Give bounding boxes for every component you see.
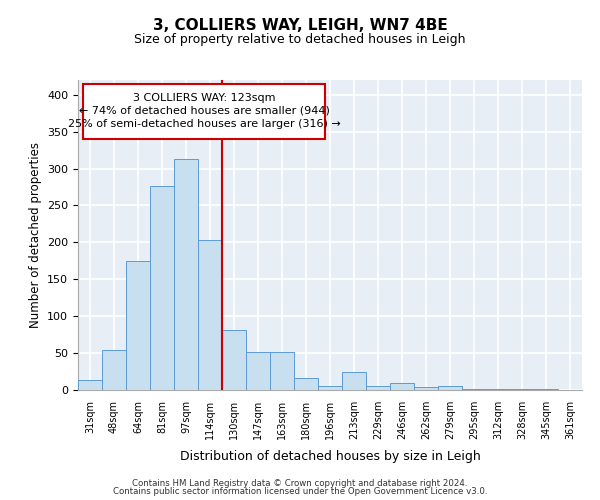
- Bar: [270, 352, 294, 390]
- Text: ← 74% of detached houses are smaller (944): ← 74% of detached houses are smaller (94…: [79, 106, 329, 116]
- Bar: [174, 159, 198, 390]
- Bar: [390, 384, 414, 390]
- FancyBboxPatch shape: [83, 84, 325, 139]
- Bar: [246, 352, 270, 390]
- Bar: [222, 330, 246, 390]
- Text: 25% of semi-detached houses are larger (316) →: 25% of semi-detached houses are larger (…: [68, 119, 340, 129]
- Y-axis label: Number of detached properties: Number of detached properties: [29, 142, 41, 328]
- Bar: [78, 380, 102, 390]
- Bar: [150, 186, 174, 390]
- Bar: [462, 388, 486, 390]
- Bar: [414, 387, 438, 390]
- Text: Contains HM Land Registry data © Crown copyright and database right 2024.: Contains HM Land Registry data © Crown c…: [132, 478, 468, 488]
- Bar: [438, 386, 462, 390]
- Bar: [342, 372, 366, 390]
- Text: 3, COLLIERS WAY, LEIGH, WN7 4BE: 3, COLLIERS WAY, LEIGH, WN7 4BE: [152, 18, 448, 32]
- Bar: [102, 350, 126, 390]
- Text: Size of property relative to detached houses in Leigh: Size of property relative to detached ho…: [134, 32, 466, 46]
- Bar: [126, 261, 150, 390]
- Bar: [294, 378, 318, 390]
- Bar: [198, 240, 222, 390]
- Text: 3 COLLIERS WAY: 123sqm: 3 COLLIERS WAY: 123sqm: [133, 92, 275, 102]
- Text: Contains public sector information licensed under the Open Government Licence v3: Contains public sector information licen…: [113, 487, 487, 496]
- X-axis label: Distribution of detached houses by size in Leigh: Distribution of detached houses by size …: [179, 450, 481, 463]
- Bar: [318, 386, 342, 390]
- Bar: [366, 386, 390, 390]
